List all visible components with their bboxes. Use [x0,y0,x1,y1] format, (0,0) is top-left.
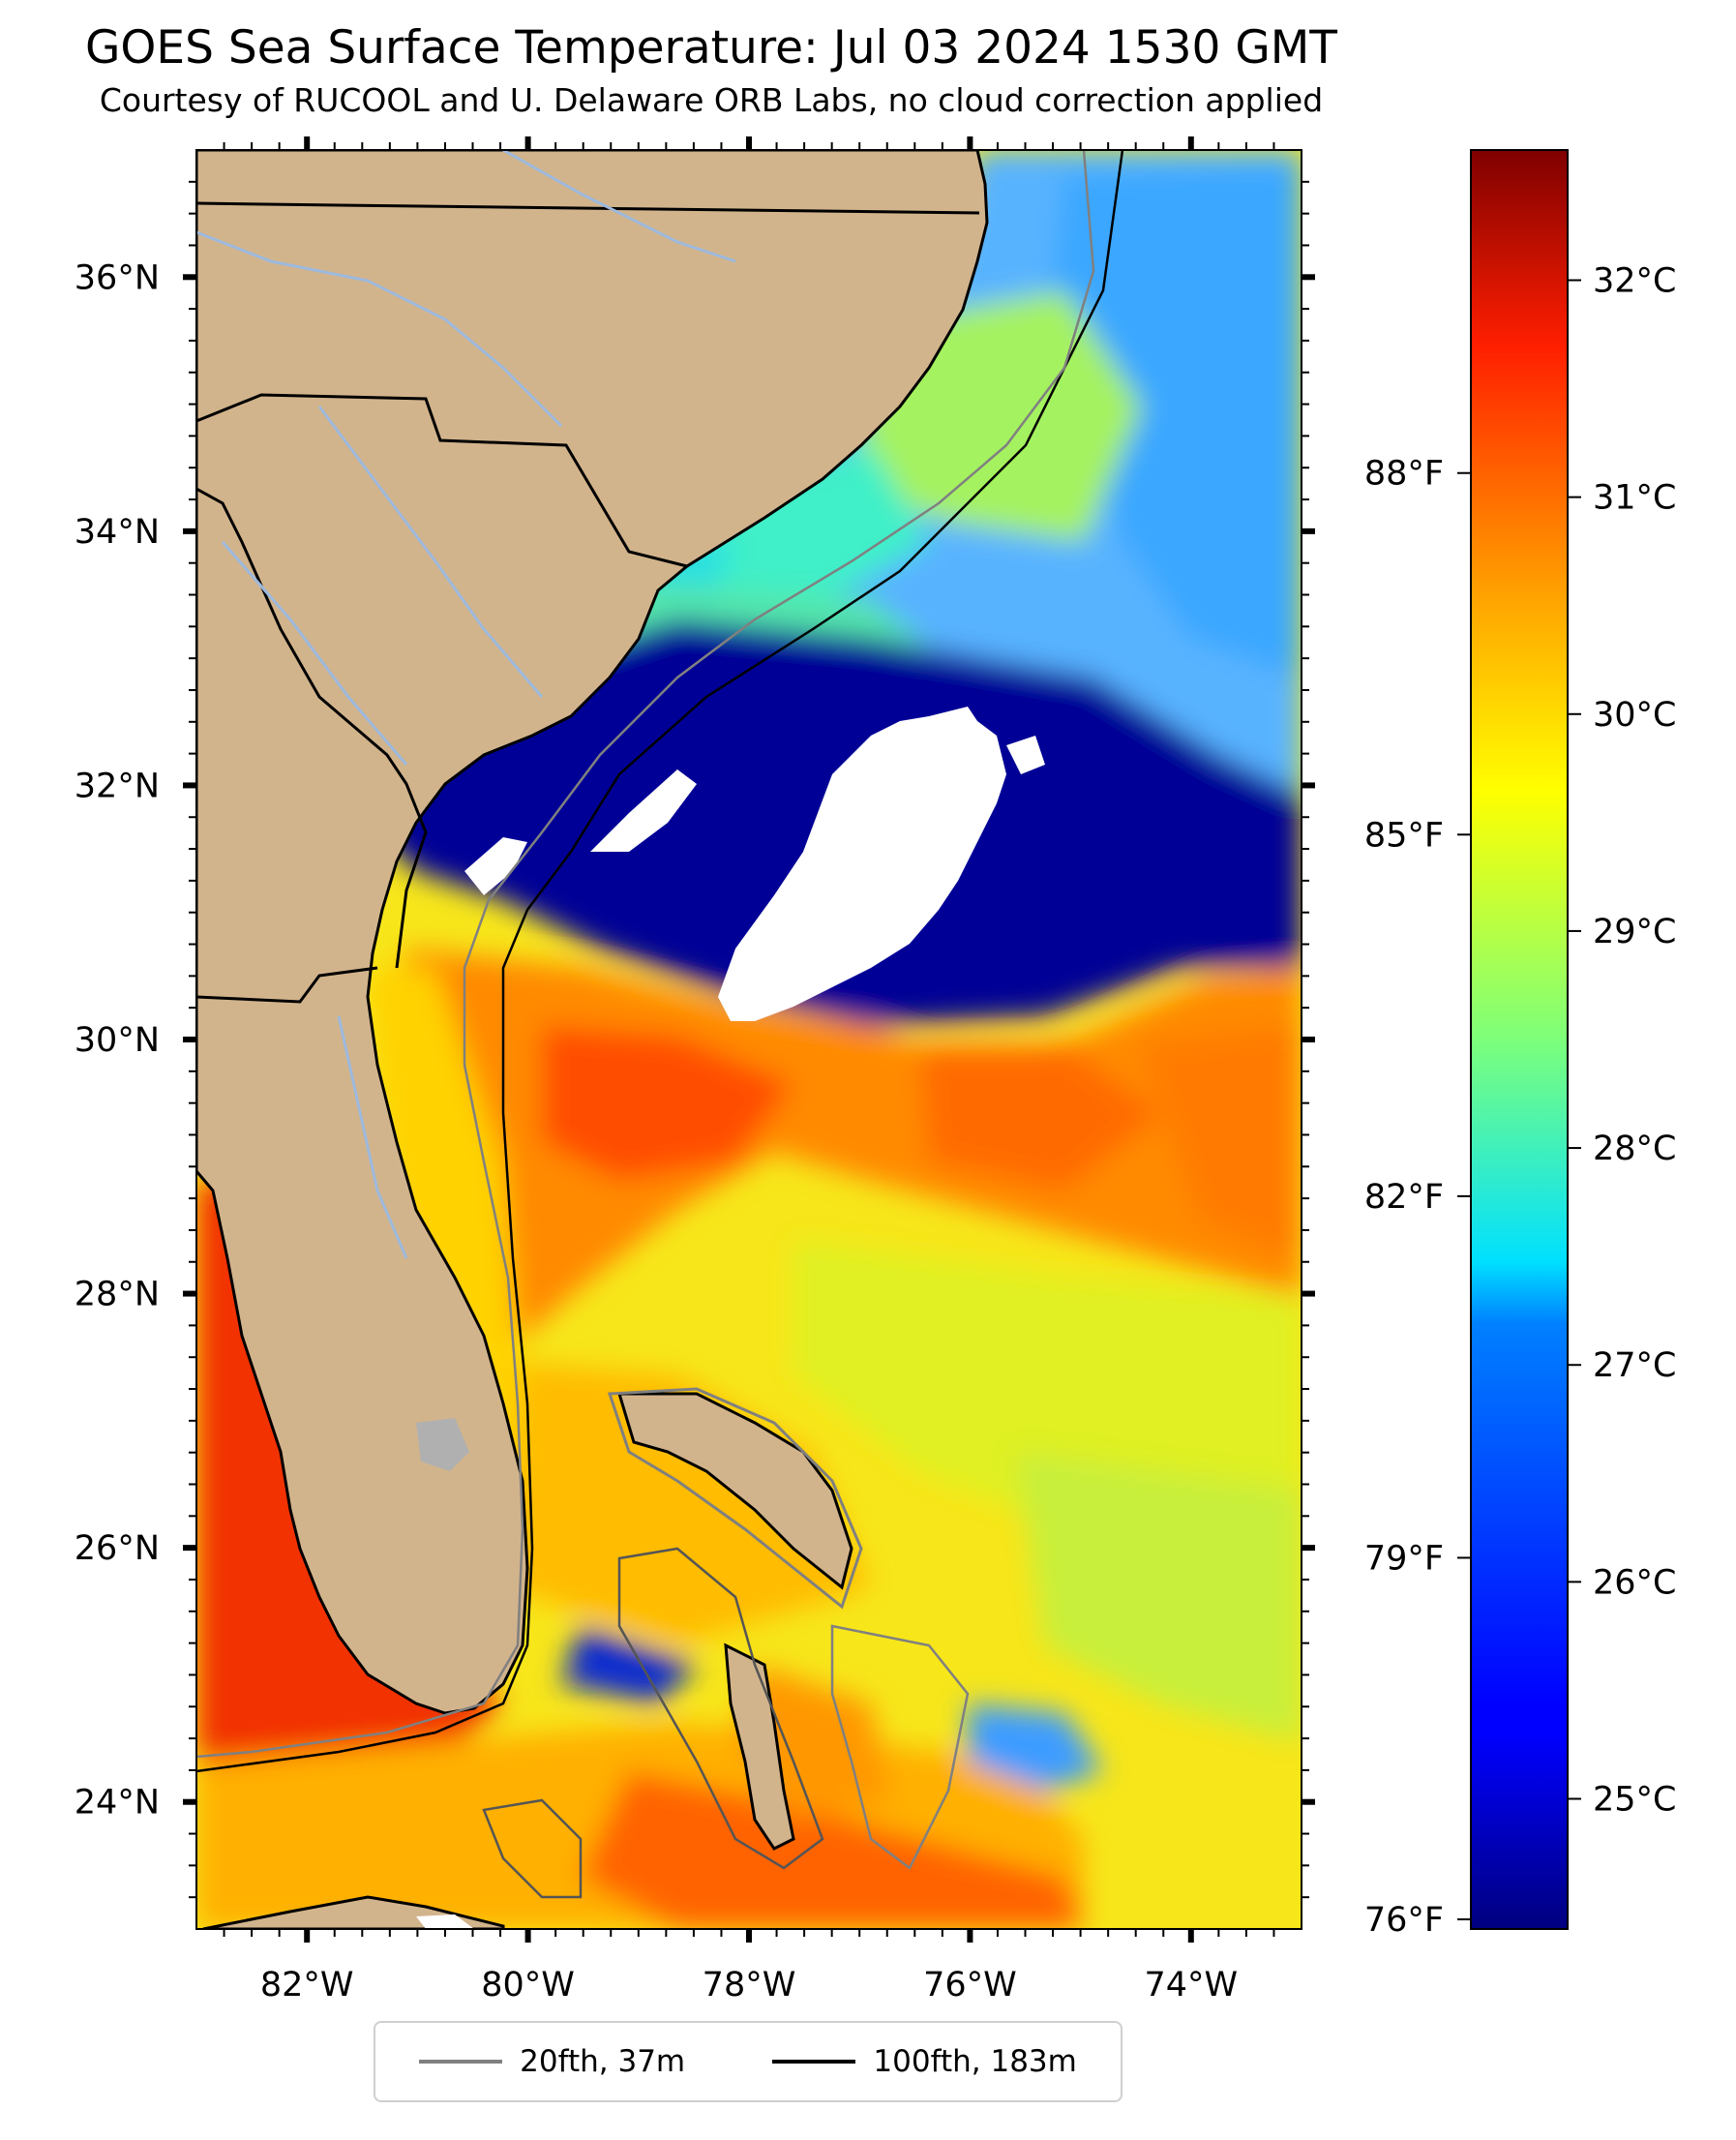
lat-tick-label: 28°N [75,1276,160,1314]
lat-tick-label: 30°N [75,1021,160,1060]
colorbar-label-c: 32°C [1593,261,1676,300]
lon-tick-label: 76°W [923,1966,1017,2004]
colorbar-label-c: 29°C [1593,913,1676,951]
colorbar-label-f: 82°F [1364,1178,1444,1217]
lon-tick-label: 82°W [260,1966,354,2004]
colorbar-label-c: 28°C [1593,1130,1676,1168]
colorbar-label-f: 88°F [1364,455,1444,494]
colorbar-label-f: 85°F [1364,816,1444,855]
lon-tick-label: 78°W [703,1966,796,2004]
isobath-100fth [196,150,1124,1773]
land-bahamas-abaco [616,1392,853,1590]
legend-label-20fth: 20fth, 37m [520,2044,686,2079]
legend-line-20fth [419,2060,503,2064]
axis-tick-labels: 36°N 34°N 32°N 30°N 28°N 26°N 24°N 82°W 80°W 78°W… [75,258,1238,2004]
colorbar-label-c: 25°C [1593,1781,1676,1820]
lat-tick-label: 26°N [75,1529,160,1568]
legend-line-100fth [772,2060,856,2064]
lon-tick-label: 74°W [1144,1966,1238,2004]
chart-subtitle: Courtesy of RUCOOL and U. Delaware ORB L… [99,81,1324,119]
land-bahamas-andros [724,1643,795,1851]
legend-label-100fth: 100fth, 183m [873,2044,1077,2079]
colorbar-label-f: 79°F [1364,1539,1444,1578]
lat-tick-label: 34°N [75,513,160,552]
chart-title: GOES Sea Surface Temperature: Jul 03 202… [84,21,1338,75]
land-mainland [196,150,989,1715]
lat-tick-label: 36°N [75,258,160,297]
isobath-20fth [196,150,1095,1759]
legend-item-100fth: 100fth, 183m [772,2044,1077,2079]
legend-item-20fth: 20fth, 37m [419,2044,685,2079]
legend: 20fth, 37m 100fth, 183m [374,2021,1122,2102]
sst-field [196,150,1302,1929]
axis-ticks [183,136,1315,1943]
colorbar-ticks: 32°C 31°C 30°C 29°C 28°C 27°C 26°C 25°C 88°F 85°F… [1364,261,1677,1940]
lat-tick-label: 24°N [75,1784,160,1823]
colorbar-label-f: 76°F [1364,1901,1444,1940]
lon-tick-label: 80°W [481,1966,575,2004]
colorbar-label-c: 31°C [1593,479,1676,518]
lat-tick-label: 32°N [75,767,160,805]
colorbar-label-c: 26°C [1593,1563,1676,1602]
colorbar-label-c: 30°C [1593,696,1676,735]
colorbar-label-c: 27°C [1593,1346,1676,1385]
colorbar [1470,149,1569,1930]
